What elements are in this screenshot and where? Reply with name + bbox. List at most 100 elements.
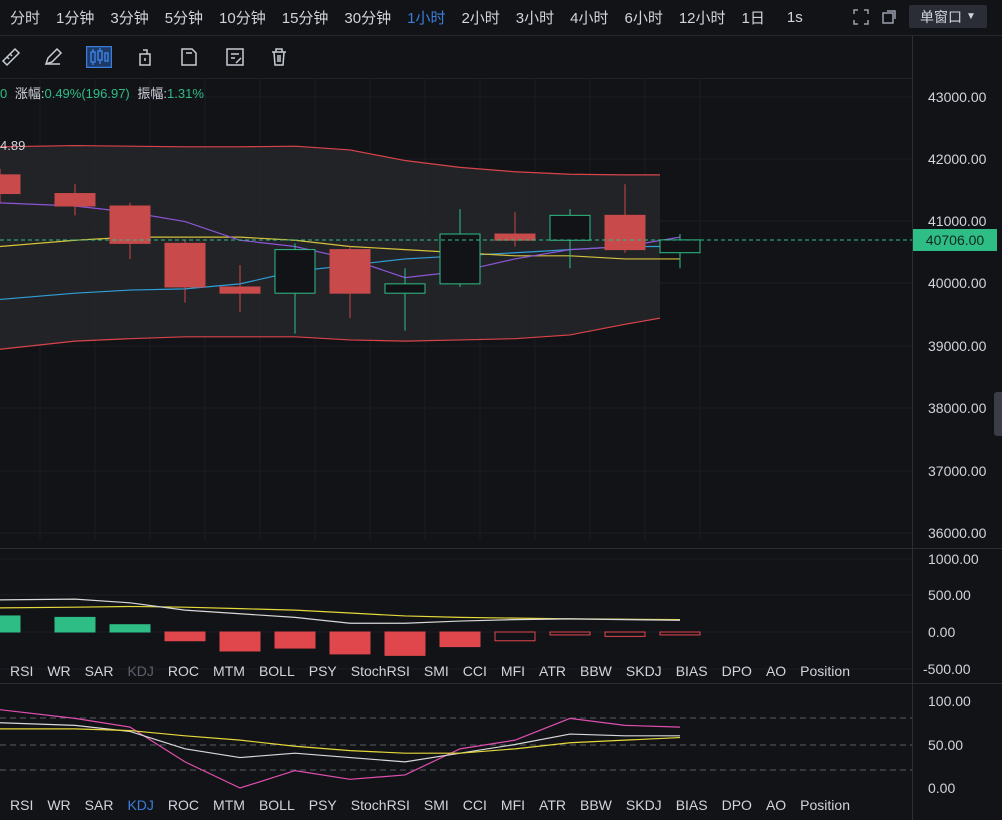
indicator-tab-bias[interactable]: BIAS xyxy=(675,797,708,813)
indicator-tab-psy[interactable]: PSY xyxy=(308,663,337,679)
indicator-tab-wr[interactable]: WR xyxy=(47,797,71,813)
indicator-tab-ao[interactable]: AO xyxy=(765,663,787,679)
indicator-tab-mtm[interactable]: MTM xyxy=(213,797,245,813)
price-axis[interactable] xyxy=(912,36,1002,820)
indicator-tab-kdj[interactable]: KDJ xyxy=(127,797,154,813)
indicator-tab-cci[interactable]: CCI xyxy=(462,797,487,813)
indicator-tabs-kdj: RSI WR SAR KDJ ROC MTM BOLL PSY StochRSI SMI CCI MF… xyxy=(0,793,912,817)
indicator-tab-smi[interactable]: SMI xyxy=(423,797,449,813)
bollinger-lower xyxy=(0,317,661,350)
indicator-tab-skdj[interactable]: SKDJ xyxy=(625,663,662,679)
macd-bar xyxy=(549,631,591,636)
timeframe-11[interactable]: 6小时 xyxy=(624,10,663,27)
candle-body xyxy=(549,214,591,241)
indicator-tab-boll[interactable]: BOLL xyxy=(258,663,295,679)
timeframe-8[interactable]: 2小时 xyxy=(461,10,500,27)
candle-body xyxy=(329,249,371,294)
indicator-tab-roc[interactable]: ROC xyxy=(167,797,200,813)
timeframe-10[interactable]: 4小时 xyxy=(570,10,609,27)
indicator-tab-dpo[interactable]: DPO xyxy=(721,663,752,679)
candle-body xyxy=(109,205,151,244)
indicator-tab-skdj[interactable]: SKDJ xyxy=(625,797,662,813)
pencil-icon[interactable] xyxy=(42,46,64,68)
indicator-tab-atr[interactable]: ATR xyxy=(539,663,566,679)
trash-icon[interactable] xyxy=(268,46,290,68)
copy-icon[interactable] xyxy=(178,46,200,68)
macd-bar xyxy=(164,631,206,642)
price-axis-label: 43000.00 xyxy=(928,89,987,105)
macd-bar xyxy=(439,631,481,648)
macd-bar xyxy=(659,631,701,636)
indicator-tab-bias[interactable]: BIAS xyxy=(675,663,708,679)
price-axis-label: 36000.00 xyxy=(928,525,987,541)
indicator-tab-smi[interactable]: SMI xyxy=(423,663,449,679)
indicator-tab-wr[interactable]: WR xyxy=(47,663,71,679)
indicator-tab-position[interactable]: Position xyxy=(800,663,850,679)
change-label: 涨幅: xyxy=(14,86,45,101)
indicator-tab-roc[interactable]: ROC xyxy=(167,663,200,679)
kdj-axis-label: 0.00 xyxy=(928,780,956,796)
indicator-tab-mtm[interactable]: MTM xyxy=(213,663,245,679)
timeframe-14[interactable]: 1s xyxy=(786,9,803,26)
popout-icon[interactable] xyxy=(880,8,898,26)
indicator-tabs-macd: RSI WR SAR KDJ ROC MTM BOLL PSY StochRSI SMI CCI MF… xyxy=(0,659,912,683)
indicator-tab-sar[interactable]: SAR xyxy=(84,663,114,679)
indicator-tab-rsi[interactable]: RSI xyxy=(10,663,34,679)
timeframe-6[interactable]: 30分钟 xyxy=(344,10,392,27)
window-select[interactable]: 单窗口 ▼ xyxy=(909,5,987,28)
macd-dea-line xyxy=(0,605,681,621)
timeframe-2[interactable]: 3分钟 xyxy=(110,10,149,27)
indicator-tab-psy[interactable]: PSY xyxy=(308,797,337,813)
timeframe-13[interactable]: 1日 xyxy=(741,10,765,27)
macd-bar xyxy=(604,631,646,637)
timeframe-7[interactable]: 1小时 xyxy=(407,10,446,27)
edit-icon[interactable] xyxy=(224,46,246,68)
indicator-tab-dpo[interactable]: DPO xyxy=(721,797,752,813)
timeframe-5[interactable]: 15分钟 xyxy=(281,10,329,27)
indicator-tab-boll[interactable]: BOLL xyxy=(258,797,295,813)
candle-body xyxy=(659,239,701,254)
timeframe-12[interactable]: 12小时 xyxy=(678,10,726,27)
indicator-tab-position[interactable]: Position xyxy=(800,797,850,813)
candlestick-icon[interactable] xyxy=(85,45,113,69)
price-axis-label: 38000.00 xyxy=(928,400,987,416)
price-axis-label: 41000.00 xyxy=(928,213,987,229)
macd-bar xyxy=(494,631,536,642)
macd-bar xyxy=(219,631,261,652)
ruler-icon[interactable] xyxy=(0,46,22,68)
price-axis-label: 39000.00 xyxy=(928,338,987,354)
indicator-tab-rsi[interactable]: RSI xyxy=(10,797,34,813)
timeframe-9[interactable]: 3小时 xyxy=(515,10,555,27)
indicator-tab-stochrsi[interactable]: StochRSI xyxy=(350,663,410,679)
indicator-tab-mfi[interactable]: MFI xyxy=(500,797,526,813)
timeframe-0[interactable]: 分时 xyxy=(10,10,41,27)
panel-handle[interactable] xyxy=(994,392,1002,436)
candle-body xyxy=(494,233,536,241)
separator xyxy=(0,548,1002,549)
indicator-tab-atr[interactable]: ATR xyxy=(539,797,566,813)
indicator-tab-mfi[interactable]: MFI xyxy=(500,663,526,679)
timeframe-3[interactable]: 5分钟 xyxy=(164,10,204,27)
lock-icon[interactable] xyxy=(134,46,156,68)
macd-bar xyxy=(0,615,21,633)
indicator-tab-sar[interactable]: SAR xyxy=(84,797,114,813)
indicator-tab-bbw[interactable]: BBW xyxy=(580,663,612,679)
macd-bar xyxy=(274,631,316,649)
kdj-k-line xyxy=(0,709,681,789)
timeframe-4[interactable]: 10分钟 xyxy=(219,10,266,27)
macd-axis-label: 0.00 xyxy=(928,624,956,640)
fullscreen-icon[interactable] xyxy=(852,8,870,26)
timeframe-1[interactable]: 1分钟 xyxy=(56,10,95,27)
indicator-tab-ao[interactable]: AO xyxy=(765,797,787,813)
kdj-axis-label: 50.00 xyxy=(928,737,964,753)
indicator-tab-bbw[interactable]: BBW xyxy=(580,797,612,813)
separator xyxy=(0,683,1002,684)
indicator-tab-stochrsi[interactable]: StochRSI xyxy=(350,797,410,813)
high-marker: 4.89 xyxy=(0,138,26,153)
indicator-tab-kdj[interactable]: KDJ xyxy=(127,663,154,679)
amplitude-value: 1.31% xyxy=(167,86,204,101)
indicator-tab-cci[interactable]: CCI xyxy=(462,663,487,679)
price-chart[interactable] xyxy=(0,0,912,820)
candle-body xyxy=(219,286,261,294)
candle-body xyxy=(0,174,21,195)
